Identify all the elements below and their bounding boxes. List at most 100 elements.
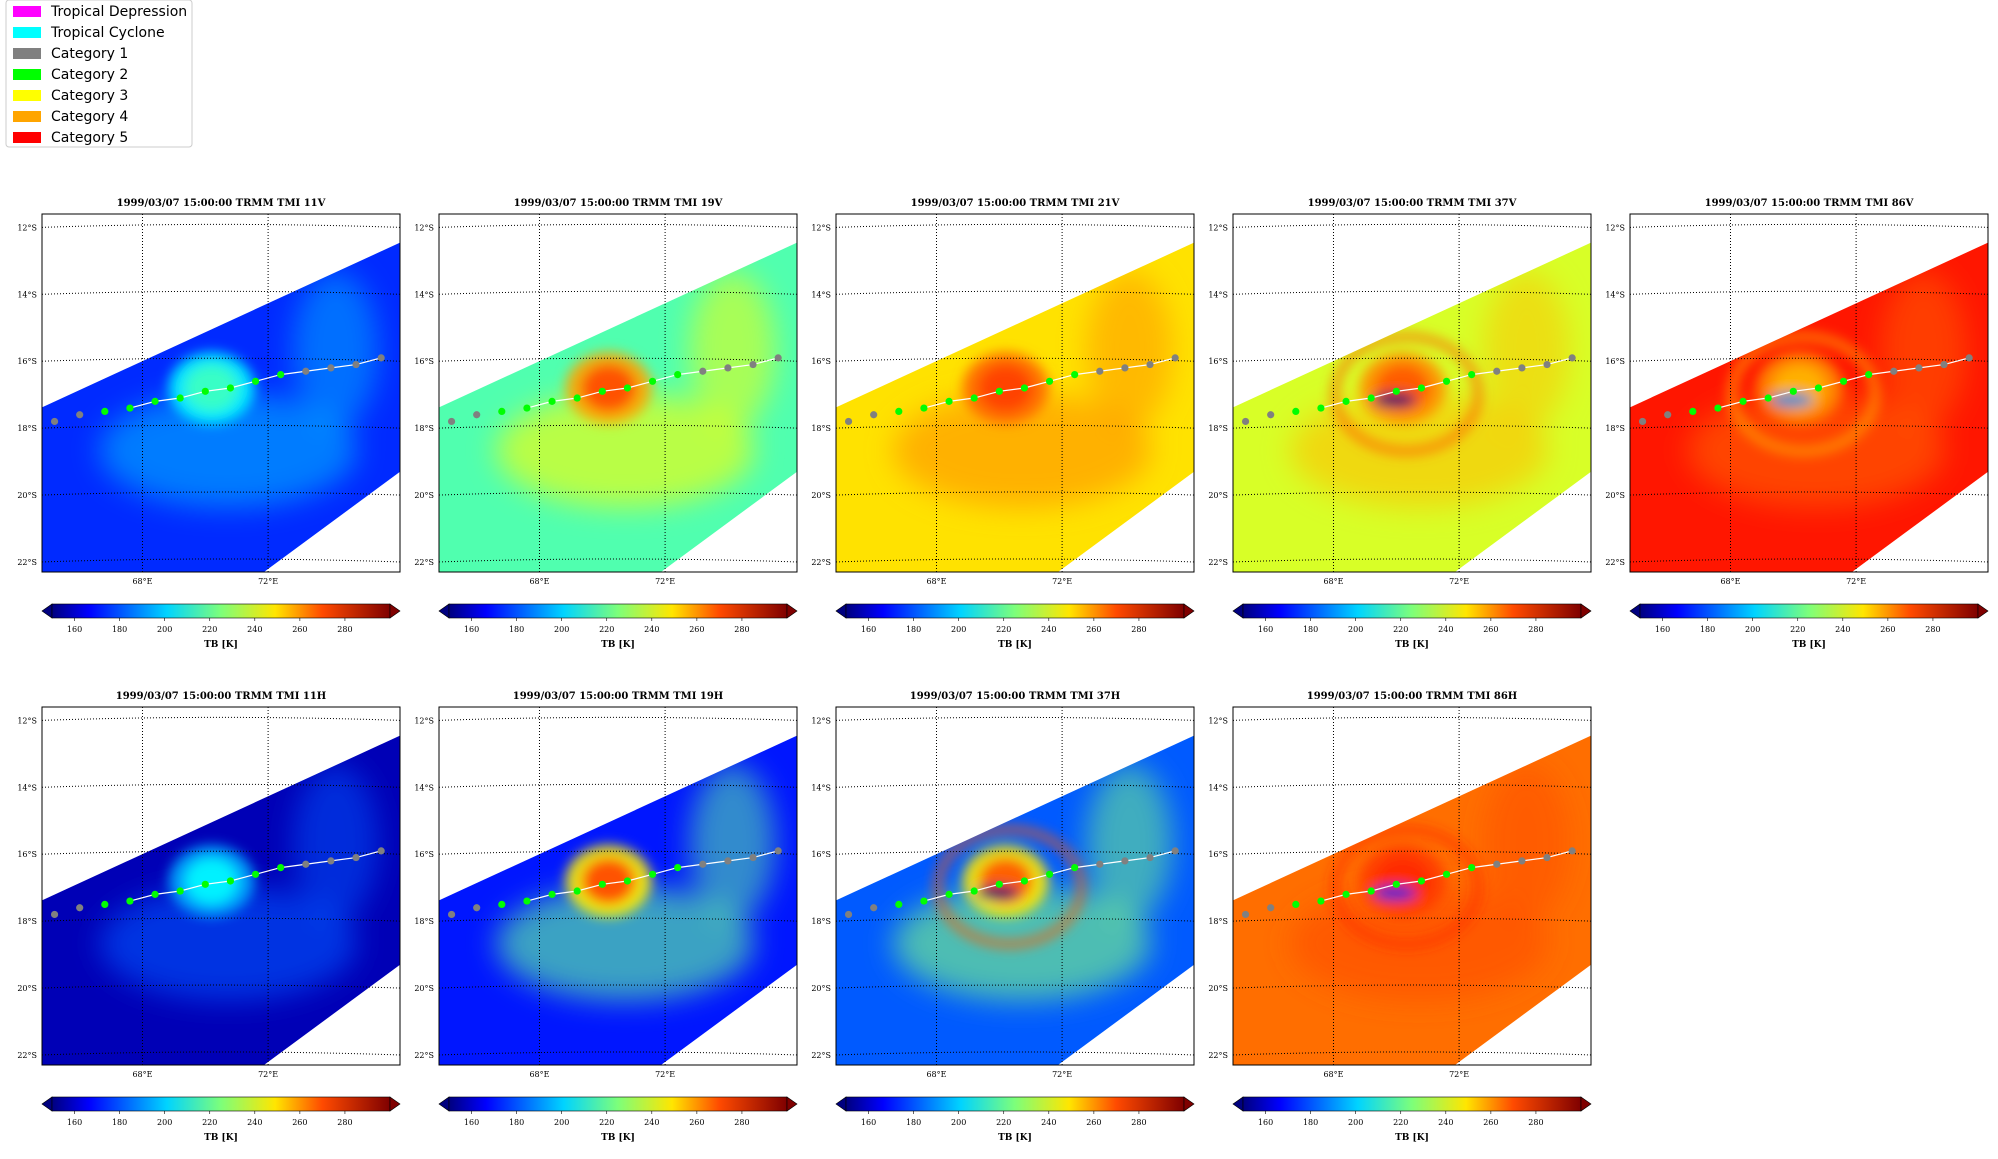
legend-swatch xyxy=(13,90,41,101)
colorbar-tick-label: 280 xyxy=(734,1118,749,1127)
colorbar-tick-label: 220 xyxy=(996,625,1011,634)
legend-entry: Category 4 xyxy=(13,109,128,125)
panel-title: 1999/03/07 15:00:00 TRMM TMI 37H xyxy=(910,691,1120,702)
lon-label: 72°E xyxy=(655,577,675,586)
legend-swatch xyxy=(13,27,41,38)
track-point xyxy=(699,367,707,375)
tb-swath xyxy=(439,735,797,1065)
lat-label: 20°S xyxy=(414,984,434,993)
tb-swath xyxy=(42,735,400,1065)
map-frame xyxy=(835,213,1195,573)
colorbar-tick-label: 220 xyxy=(996,1118,1011,1127)
panel: 1999/03/07 15:00:00 TRMM TMI 37H 12°S 14°S… xyxy=(811,691,1195,1143)
track-point xyxy=(277,370,285,379)
map-frame xyxy=(438,706,798,1066)
legend-entry: Category 2 xyxy=(13,67,128,83)
colorbar-tick-label: 180 xyxy=(1303,625,1318,634)
lat-label: 14°S xyxy=(1208,783,1228,792)
legend-entry: Category 3 xyxy=(13,88,128,104)
colorbar-label: TB [K] xyxy=(1792,640,1826,650)
track-point xyxy=(1417,384,1426,392)
map-frame xyxy=(835,706,1195,1066)
colorbar-label: TB [K] xyxy=(1395,1133,1429,1143)
lat-label: 12°S xyxy=(811,223,831,232)
map-frame xyxy=(1629,213,1989,573)
track-point xyxy=(201,387,209,395)
track-point xyxy=(1568,847,1576,855)
track-point xyxy=(251,870,260,878)
lat-label: 22°S xyxy=(1208,1051,1228,1060)
track-point xyxy=(76,904,84,912)
track-point xyxy=(447,417,456,426)
colorbar-label: TB [K] xyxy=(1395,640,1429,650)
lon-label: 72°E xyxy=(1052,577,1072,586)
colorbar-extend-min xyxy=(835,603,847,619)
colorbar-tick-label: 260 xyxy=(689,1118,704,1127)
lat-gridline xyxy=(41,716,401,721)
track-point xyxy=(1518,364,1526,372)
colorbar-tick-label: 200 xyxy=(554,625,569,634)
lat-label: 12°S xyxy=(414,223,434,232)
lat-label: 16°S xyxy=(1208,850,1228,859)
colorbar-tick-label: 240 xyxy=(1835,625,1850,634)
legend-label: Tropical Cyclone xyxy=(50,25,165,41)
colorbar-tick-label: 160 xyxy=(67,1118,82,1127)
colorbar-ramp xyxy=(448,603,788,619)
track-point xyxy=(774,847,782,855)
colorbar-ramp xyxy=(1639,603,1979,619)
panel: 1999/03/07 15:00:00 TRMM TMI 19H 12°S 14°S… xyxy=(414,691,798,1143)
colorbar-tick-label: 220 xyxy=(599,625,614,634)
legend-label: Category 3 xyxy=(51,88,128,104)
track-point xyxy=(1468,370,1476,379)
colorbar-tick-label: 160 xyxy=(861,1118,876,1127)
colorbar-ramp xyxy=(448,1096,788,1112)
lon-label: 68°E xyxy=(1323,577,1343,586)
colorbar-tick-label: 220 xyxy=(1393,625,1408,634)
panel-title: 1999/03/07 15:00:00 TRMM TMI 37V xyxy=(1308,198,1517,209)
track-point xyxy=(573,394,581,402)
track-point xyxy=(523,897,531,905)
track-point xyxy=(598,880,606,888)
track-point xyxy=(1146,360,1154,369)
track-point xyxy=(377,354,385,362)
colorbar-label: TB [K] xyxy=(601,640,635,650)
lat-label: 22°S xyxy=(17,558,37,567)
track-point xyxy=(447,910,456,919)
track-point xyxy=(1417,877,1426,885)
track-point xyxy=(724,364,732,372)
lat-label: 20°S xyxy=(414,491,434,500)
panel: 1999/03/07 15:00:00 TRMM TMI 11H 12°S 14°S… xyxy=(17,691,401,1143)
colorbar-extend-min xyxy=(1232,603,1244,619)
legend-entry: Category 1 xyxy=(13,46,128,62)
lat-label: 12°S xyxy=(414,716,434,725)
track-point xyxy=(1317,404,1325,412)
panel: 1999/03/07 15:00:00 TRMM TMI 86H 12°S 14°S… xyxy=(1208,691,1592,1143)
map-frame xyxy=(1232,213,1592,573)
track-point xyxy=(1890,367,1898,375)
track-point xyxy=(1267,411,1275,419)
track-point xyxy=(995,880,1003,888)
lat-label: 14°S xyxy=(17,290,37,299)
colorbar: 160 180 200 220 240 260 280 TB [K] xyxy=(438,1096,798,1143)
track-point xyxy=(1292,900,1300,909)
track-point xyxy=(126,404,134,412)
panel-title: 1999/03/07 15:00:00 TRMM TMI 11V xyxy=(117,198,326,209)
lat-label: 20°S xyxy=(811,984,831,993)
track-point xyxy=(895,407,903,416)
track-point xyxy=(1121,364,1129,372)
colorbar-tick-label: 160 xyxy=(861,625,876,634)
track-point xyxy=(749,853,757,862)
colorbar-tick-label: 280 xyxy=(1925,625,1940,634)
colorbar-ramp xyxy=(1242,1096,1582,1112)
legend-label: Tropical Depression xyxy=(50,4,187,20)
colorbar-tick-label: 260 xyxy=(292,625,307,634)
map-frame xyxy=(438,213,798,573)
colorbar-extend-min xyxy=(438,603,450,619)
legend-swatch xyxy=(13,111,41,122)
colorbar-tick-label: 240 xyxy=(644,1118,659,1127)
lat-label: 16°S xyxy=(811,357,831,366)
track-point xyxy=(101,407,109,416)
lat-label: 16°S xyxy=(17,850,37,859)
track-point xyxy=(1171,354,1179,362)
